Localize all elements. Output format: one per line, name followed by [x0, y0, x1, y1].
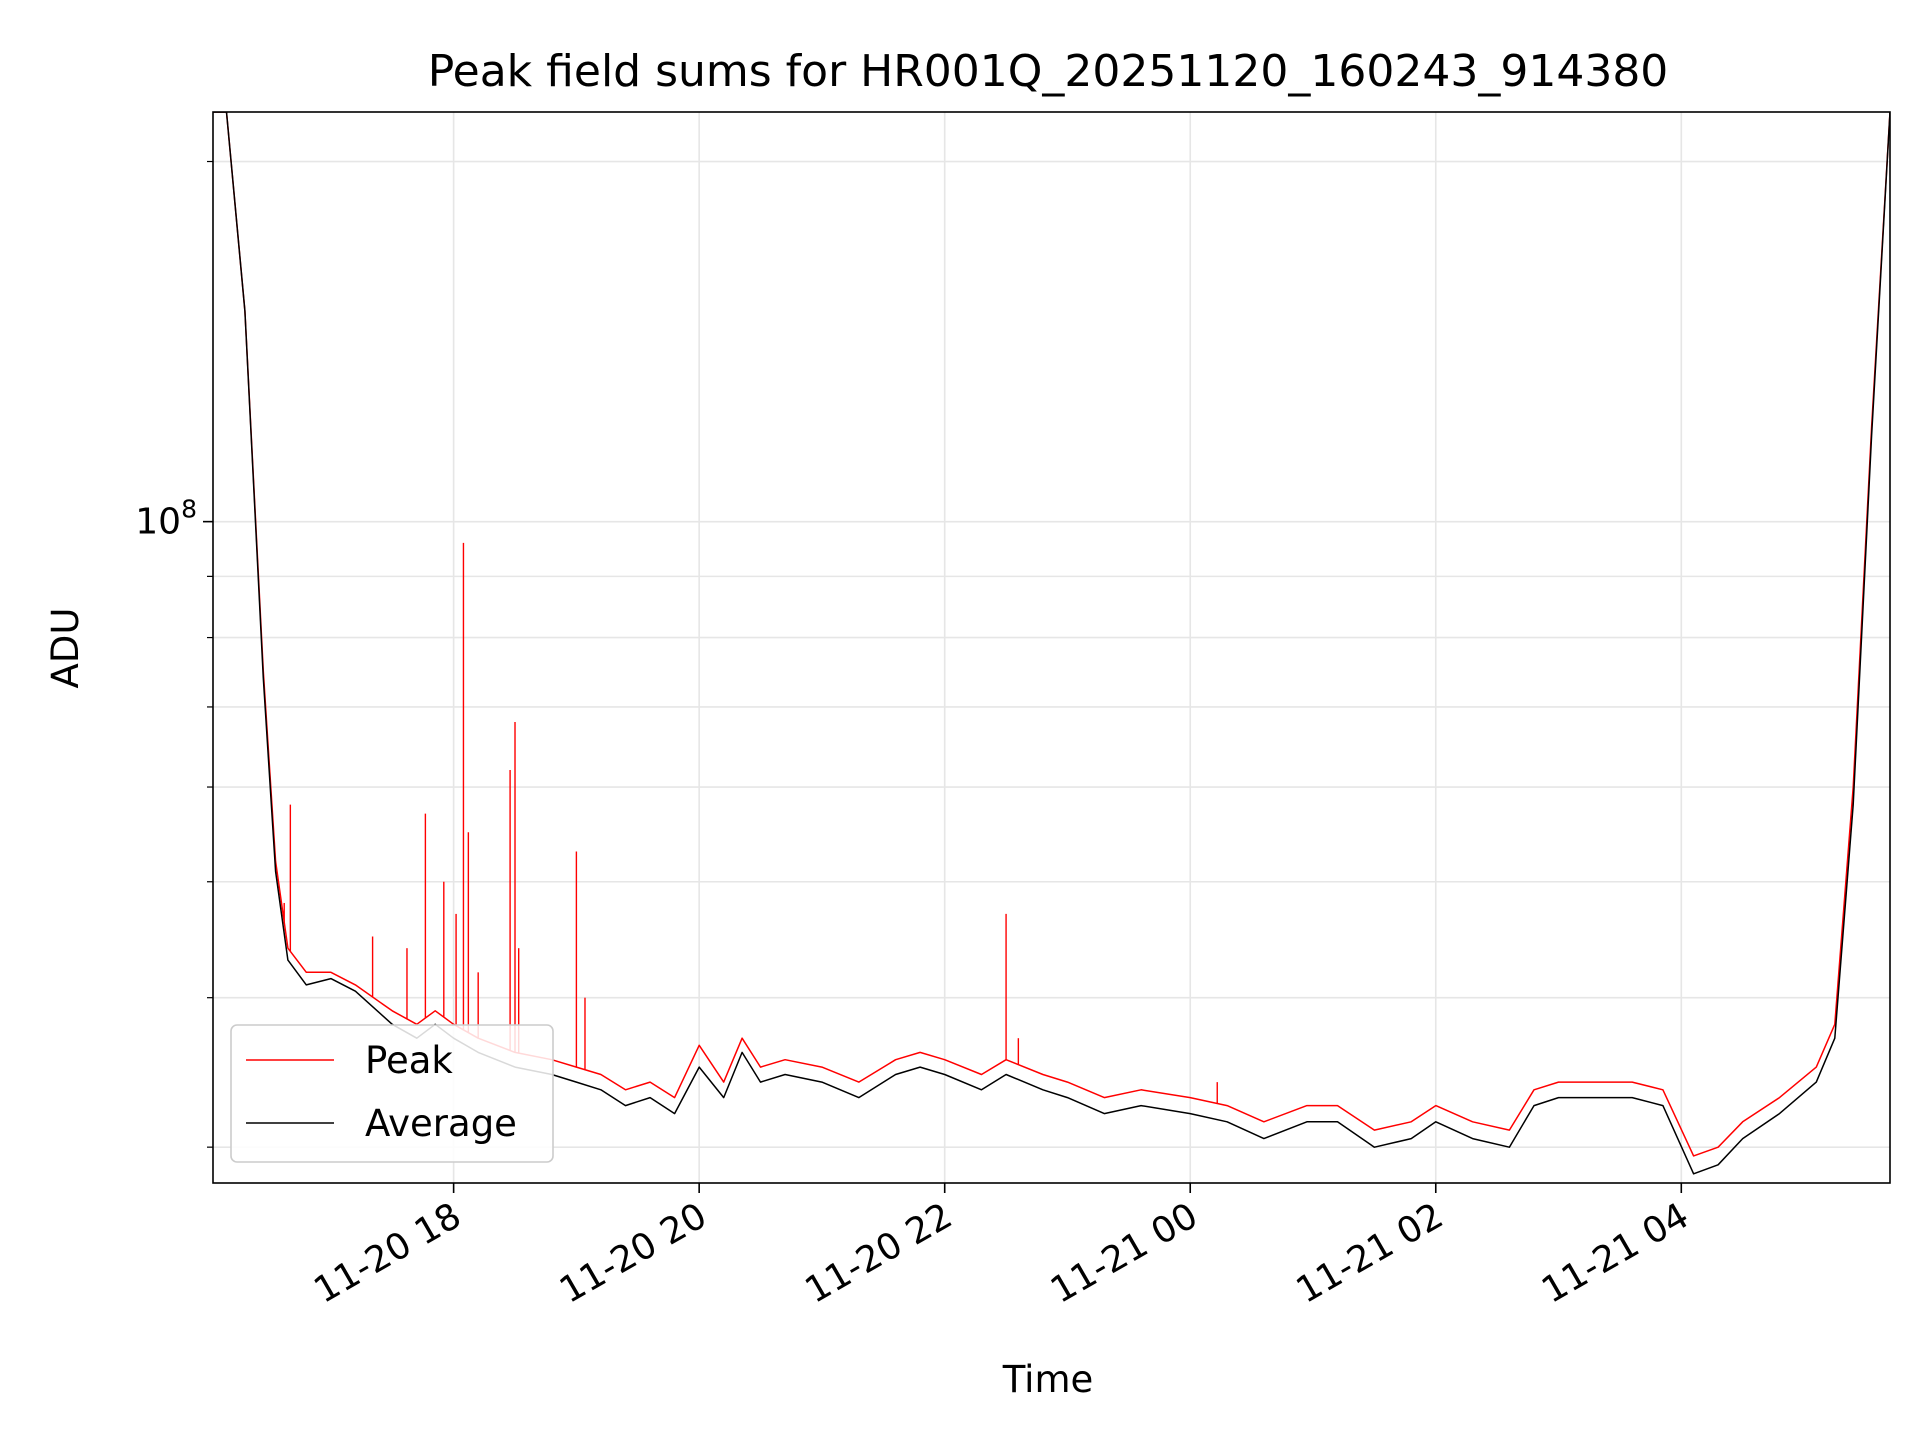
plot-frame	[212, 111, 1891, 1184]
legend-label-average: Average	[365, 1102, 517, 1145]
y-tick-label-exponent: 8	[181, 495, 197, 524]
chart-title: Peak field sums for HR001Q_20251120_1602…	[428, 46, 1669, 97]
y-axis-label: ADU	[44, 608, 87, 689]
grid	[213, 112, 1890, 1183]
legend-label-peak: Peak	[365, 1039, 453, 1082]
y-tick-label-base: 10	[135, 502, 181, 543]
x-axis-label: Time	[1002, 1358, 1094, 1401]
legend: Peak Average	[230, 1024, 554, 1163]
y-tick-label: 108	[135, 495, 197, 543]
